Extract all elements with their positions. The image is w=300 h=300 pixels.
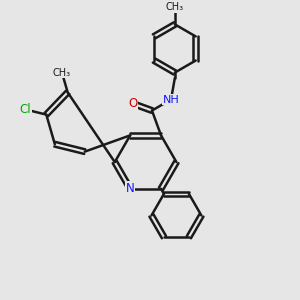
Text: NH: NH [163,94,179,104]
Text: Cl: Cl [19,103,31,116]
Text: N: N [126,182,135,195]
Text: CH₃: CH₃ [166,2,184,12]
Text: CH₃: CH₃ [53,68,71,78]
Text: O: O [128,97,137,110]
